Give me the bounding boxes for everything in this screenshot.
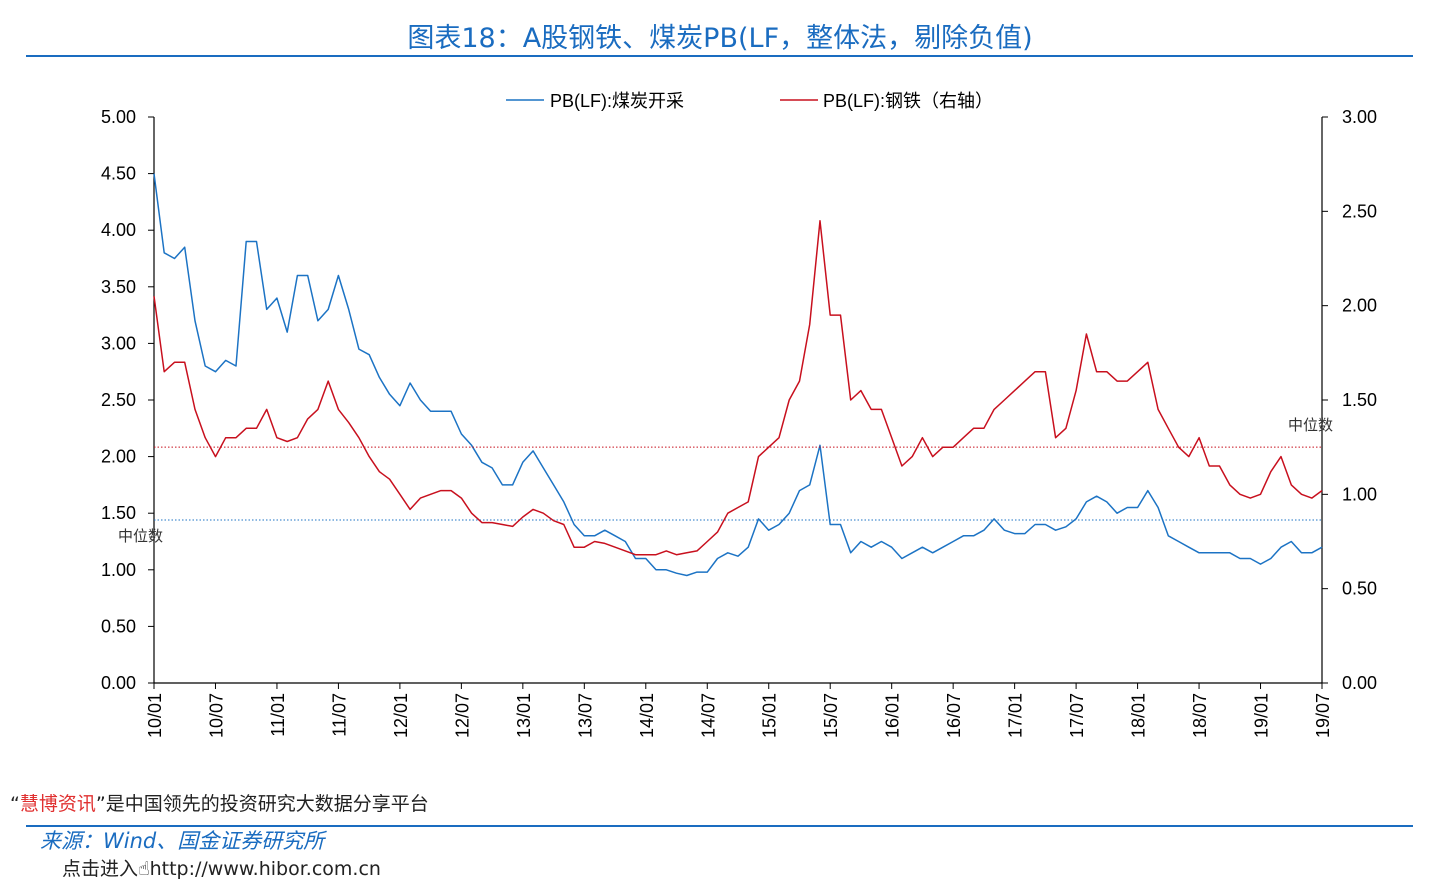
- x-tick-label: 16/01: [883, 693, 903, 738]
- y-left-tick-label: 1.00: [101, 560, 136, 580]
- y-right-tick-label: 0.00: [1342, 673, 1377, 693]
- legend-label-steel: PB(LF):钢铁（右轴）: [823, 91, 993, 111]
- x-tick-label: 12/07: [452, 693, 472, 738]
- y-left-tick-label: 1.50: [101, 503, 136, 523]
- x-tick-label: 17/07: [1067, 693, 1087, 738]
- y-right-tick-label: 1.00: [1342, 484, 1377, 504]
- source-note: 来源：Wind、国金证券研究所: [40, 829, 325, 853]
- x-tick-label: 11/01: [268, 693, 288, 737]
- y-left-tick-label: 5.00: [101, 107, 136, 127]
- y-right-tick-label: 3.00: [1342, 107, 1377, 127]
- hand-pointer-icon: ☝: [138, 858, 150, 880]
- x-tick-label: 15/01: [760, 693, 780, 738]
- y-left-tick-label: 2.00: [101, 447, 136, 467]
- y-left-tick-label: 2.50: [101, 390, 136, 410]
- x-tick-label: 12/01: [391, 693, 411, 738]
- x-tick-label: 13/07: [575, 693, 595, 738]
- x-tick-label: 18/01: [1129, 693, 1149, 738]
- x-tick-label: 13/01: [514, 693, 534, 738]
- quote-close: ”: [95, 793, 106, 815]
- y-left-tick-label: 0.50: [101, 616, 136, 636]
- x-tick-label: 10/01: [145, 693, 165, 738]
- x-tick-label: 11/07: [329, 693, 349, 737]
- y-left-tick-label: 3.50: [101, 277, 136, 297]
- x-tick-label: 18/07: [1190, 693, 1210, 738]
- title-divider: [26, 55, 1413, 57]
- footer-link[interactable]: 点击进入☝http://www.hibor.com.cn: [62, 858, 381, 881]
- link-prefix: 点击进入: [62, 858, 139, 880]
- y-left-tick-label: 0.00: [101, 673, 136, 693]
- axes: 0.00 0.50 1.00 1.50 2.00 2.50 3.00 3.50 4.00 4.50…: [101, 107, 1377, 738]
- y-left-tick-label: 4.00: [101, 220, 136, 240]
- y-left-tick-label: 4.50: [101, 164, 136, 184]
- x-tick-label: 16/07: [944, 693, 964, 738]
- y-left-tick-label: 3.00: [101, 333, 136, 353]
- legend-label-coal: PB(LF):煤炭开采: [550, 91, 684, 111]
- series-lines: [153, 173, 1323, 577]
- median-label-coal: 中位数: [118, 527, 163, 545]
- y-right-tick-label: 2.50: [1342, 201, 1377, 221]
- series-line-coal: [153, 173, 1323, 577]
- link-url[interactable]: http://www.hibor.com.cn: [149, 858, 381, 880]
- median-label-steel: 中位数: [1288, 416, 1333, 434]
- quote-open: “: [10, 793, 20, 815]
- series-line-steel: [153, 220, 1323, 556]
- x-tick-label: 15/07: [821, 693, 841, 738]
- x-tick-label: 19/01: [1252, 693, 1272, 738]
- y-right-tick-label: 2.00: [1342, 296, 1377, 316]
- y-right-tick-label: 0.50: [1342, 579, 1377, 599]
- chart-title: 图表18：A股钢铁、煤炭PB(LF，整体法，剔除负值): [407, 23, 1033, 54]
- footer-divider: [26, 825, 1413, 827]
- y-right-tick-label: 1.50: [1342, 390, 1377, 410]
- x-tick-label: 19/07: [1313, 693, 1333, 738]
- slogan-text: 是中国领先的投资研究大数据分享平台: [105, 793, 429, 815]
- brand-name[interactable]: 慧博资讯: [19, 793, 96, 815]
- x-tick-label: 10/07: [206, 693, 226, 738]
- x-tick-label: 14/01: [637, 693, 657, 738]
- x-tick-label: 14/07: [698, 693, 718, 738]
- legend: PB(LF):煤炭开采 PB(LF):钢铁（右轴）: [506, 91, 993, 111]
- footer-slogan: “慧博资讯”是中国领先的投资研究大数据分享平台: [10, 793, 429, 816]
- x-tick-label: 17/01: [1006, 693, 1026, 738]
